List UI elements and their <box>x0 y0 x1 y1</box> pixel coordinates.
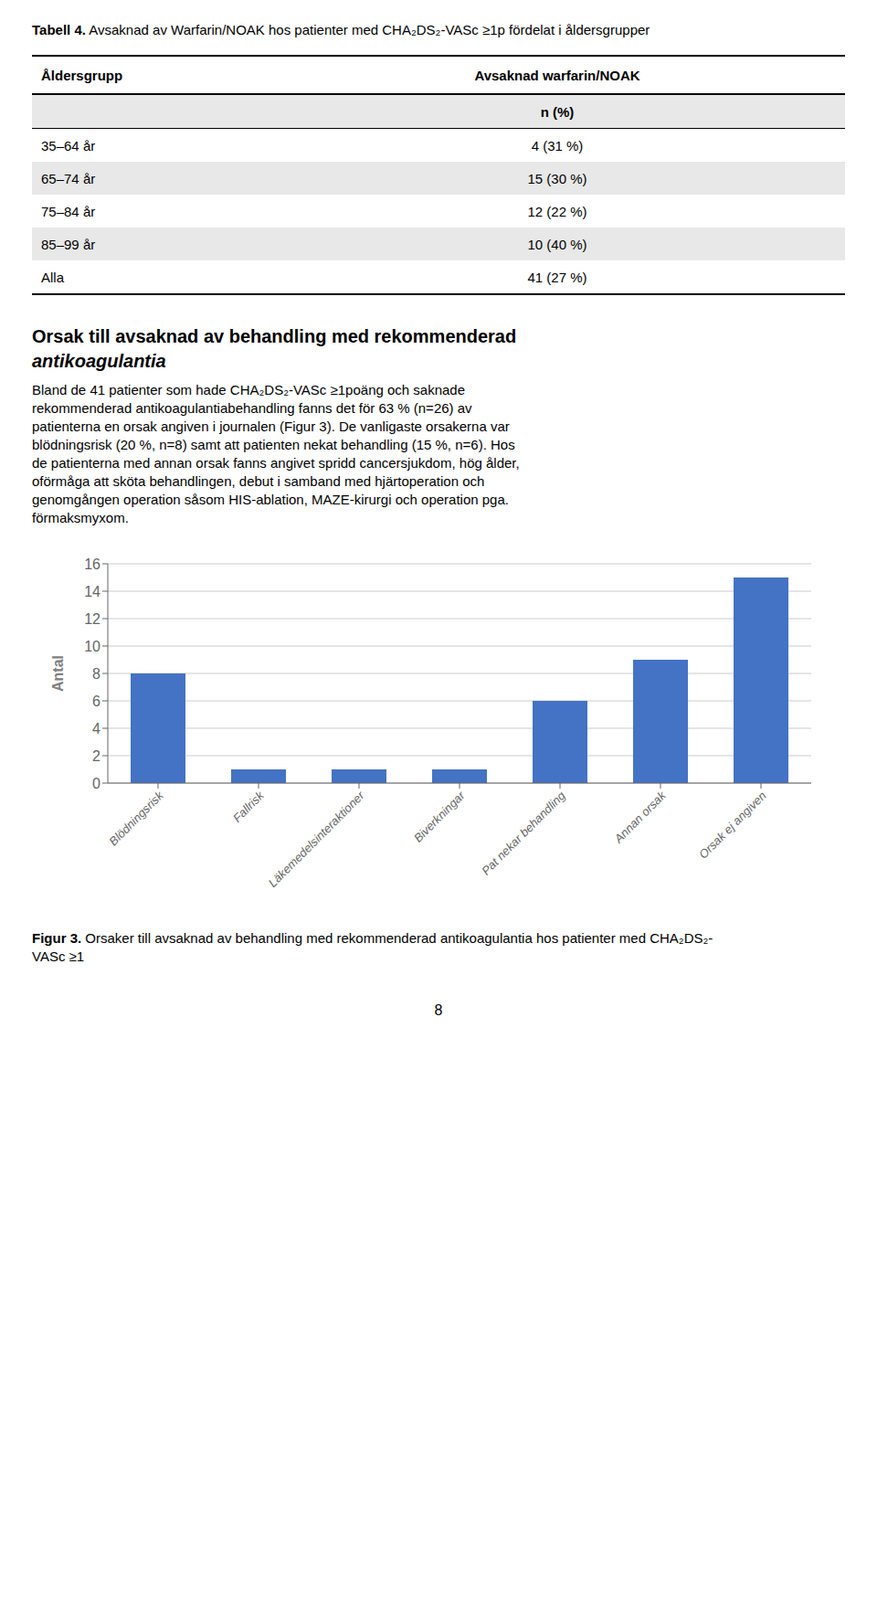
html-text:Åldersgrupp: Åldersgrupp <box>41 67 123 83</box>
svg-text:Fallrisk: Fallrisk <box>230 787 268 825</box>
html-text:Alla: Alla <box>41 269 64 285</box>
html-text:15 (30 %): 15 (30 %) <box>527 170 587 186</box>
html-text:35–64 år: 35–64 år <box>41 137 96 154</box>
svg-text:0: 0 <box>92 775 101 792</box>
svg-text:Orsak ej angiven: Orsak ej angiven <box>696 788 770 862</box>
html-text:Tabell 4. Avsaknad av Warfarin: Tabell 4. Avsaknad av Warfarin/NOAK hos … <box>31 21 650 38</box>
html-text:12 (22 %): 12 (22 %) <box>527 203 587 219</box>
html-text:Figur 3. Orsaker till avsaknad: Figur 3. Orsaker till avsaknad av behand… <box>31 929 713 964</box>
html-text:blödningsrisk (20 %, n=8) samt: blödningsrisk (20 %, n=8) samt att patie… <box>31 436 515 453</box>
html-text:Bland de 41 patienter som hade: Bland de 41 patienter som hade CHA₂DS₂-V… <box>31 381 466 398</box>
svg-text:4: 4 <box>92 720 101 737</box>
svg-text:Annan orsak: Annan orsak <box>611 787 670 846</box>
html-text:förmaksmyxom.: förmaksmyxom. <box>31 509 129 526</box>
html-text:41 (27 %): 41 (27 %) <box>527 269 587 285</box>
html-text:8: 8 <box>434 1002 443 1018</box>
svg-text:16: 16 <box>84 556 101 572</box>
svg-text:6: 6 <box>92 693 101 709</box>
html-text:Avsaknad warfarin/NOAK: Avsaknad warfarin/NOAK <box>474 67 641 83</box>
svg-text:Blödningsrisk: Blödningsrisk <box>105 787 167 848</box>
svg-text:12: 12 <box>84 611 101 627</box>
svg-text:10: 10 <box>84 638 101 655</box>
html-text:rekommenderad antikoagulantiab: rekommenderad antikoagulantiabehandling … <box>31 400 472 416</box>
html-text:genomgången operation såsom HI: genomgången operation såsom HIS-ablation… <box>31 491 509 508</box>
html-text:antikoagulantia: antikoagulantia <box>31 350 166 371</box>
html-text:10 (40 %): 10 (40 %) <box>527 236 587 252</box>
html-text:n (%): n (%) <box>540 103 574 120</box>
html-text:65–74 år: 65–74 år <box>41 170 96 186</box>
svg-text:2: 2 <box>92 748 101 764</box>
html-text:oförmåga att sköta behandlinge: oförmåga att sköta behandlingen, debut i… <box>31 473 485 489</box>
svg-text:Antal: Antal <box>50 655 66 692</box>
html-text:patienterna en orsak angiven i: patienterna en orsak angiven i journalen… <box>31 418 510 434</box>
html-text:85–99 år: 85–99 år <box>41 236 96 252</box>
html-text:75–84 år: 75–84 år <box>41 203 96 219</box>
svg-text:8: 8 <box>92 665 101 682</box>
html-text:Orsak till avsaknad av behandl: Orsak till avsaknad av behandling med re… <box>31 326 517 347</box>
svg-text:Pat nekar behandling: Pat nekar behandling <box>478 787 569 877</box>
html-text:4 (31 %): 4 (31 %) <box>531 137 584 154</box>
svg-text:Läkemedelsinteraktioner: Läkemedelsinteraktioner <box>265 788 368 890</box>
svg-text:14: 14 <box>84 583 101 600</box>
svg-text:Biverkningar: Biverkningar <box>411 788 468 846</box>
html-text:de patienterna med annan orsak: de patienterna med annan orsak fanns ang… <box>31 454 520 471</box>
